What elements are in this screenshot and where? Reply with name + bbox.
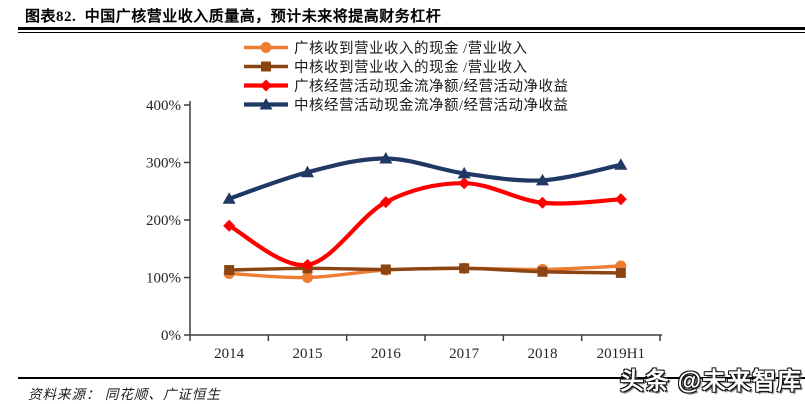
series-line-3 (227, 156, 623, 201)
series-marker-2 (379, 196, 392, 209)
triangle-legend-icon (244, 98, 288, 110)
y-tick-label: 100% (146, 271, 181, 287)
legend-item-0: 广核收到营业收入的现金 /营业收入 (243, 38, 569, 57)
legend-marker (260, 42, 272, 53)
watermark: 头条 @未来智库 (619, 368, 802, 395)
series-marker-3 (379, 151, 393, 164)
x-tick-label: 2014 (214, 346, 245, 362)
y-tick-label: 0% (161, 328, 181, 344)
legend-marker (259, 98, 273, 110)
y-tick-label: 200% (146, 213, 181, 229)
series-line-2 (227, 181, 623, 267)
series-marker-1 (537, 266, 548, 277)
series-marker-1 (615, 267, 626, 278)
series-marker-1 (459, 263, 470, 274)
legend-item-2: 广核经营活动现金流净额/经营活动净收益 (243, 76, 569, 95)
legend-marker (261, 61, 271, 72)
legend-item-3: 中核经营活动现金流净额/经营活动净收益 (243, 95, 569, 114)
legend-item-1: 中核收到营业收入的现金 /营业收入 (243, 57, 569, 76)
series-marker-2 (223, 219, 236, 232)
series-marker-3 (536, 173, 549, 186)
series-marker-3 (614, 158, 628, 170)
x-tick-label: 2015 (293, 346, 323, 362)
footer-rule (18, 377, 805, 379)
diamond-legend-icon (244, 79, 288, 92)
legend-label-3: 中核经营活动现金流净额/经营活动净收益 (294, 98, 569, 114)
series-marker-3 (457, 166, 471, 179)
x-tick-label: 2017 (449, 346, 480, 362)
legend-label-1: 中核收到营业收入的现金 /营业收入 (294, 60, 528, 76)
source-note: 资料来源： 同花顺、广证恒生 (28, 387, 221, 402)
square-legend-icon (244, 61, 288, 72)
chart-legend: 广核收到营业收入的现金 /营业收入 中核收到营业收入的现金 /营业收入广核经营活动… (243, 38, 569, 114)
series-marker-2 (458, 177, 471, 190)
series-marker-1 (380, 264, 391, 275)
y-tick-label: 400% (146, 98, 181, 114)
series-line-1 (227, 266, 623, 275)
x-tick-label: 2018 (528, 346, 558, 362)
series-marker-2 (536, 196, 549, 209)
x-tick-label: 2019H1 (597, 346, 645, 362)
series-marker-0 (302, 272, 313, 283)
series-marker-2 (614, 193, 627, 206)
figure-title: 图表82. 中国广核营业收入质量高，预计未来将提高财务杠杆 (25, 9, 442, 25)
y-tick-label: 300% (146, 156, 181, 172)
circle-legend-icon (244, 42, 288, 53)
title-rule-thin (18, 32, 805, 33)
line-chart: 0% 100% 200% 300% 400% 2014 2015 2016 2017 2018 20… (146, 98, 662, 362)
series-marker-3 (301, 165, 314, 178)
title-rule-thick (18, 27, 805, 30)
series-marker-2 (301, 258, 314, 271)
series-marker-3 (222, 192, 236, 204)
legend-marker (260, 79, 272, 92)
legend-label-2: 广核经营活动现金流净额/经营活动净收益 (294, 79, 569, 95)
legend-label-0: 广核收到营业收入的现金 /营业收入 (294, 41, 528, 57)
x-tick-label: 2016 (371, 346, 402, 362)
series-marker-1 (224, 265, 235, 276)
